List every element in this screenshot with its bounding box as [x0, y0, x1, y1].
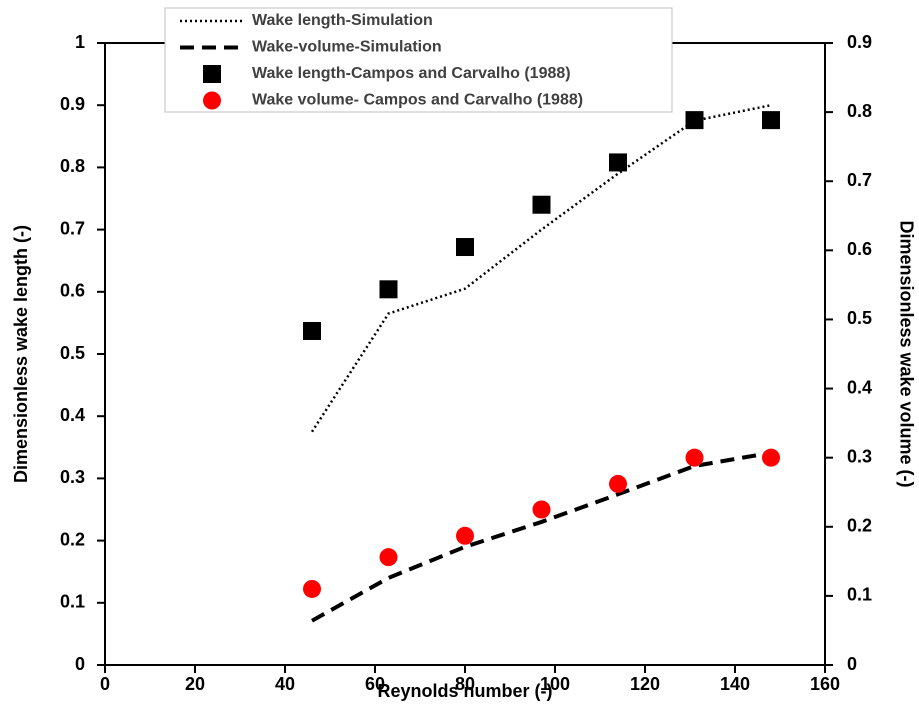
x-tick-label: 120 [630, 674, 660, 694]
y-tick-label: 0.6 [60, 281, 85, 301]
square-marker [203, 65, 221, 83]
square-marker [303, 321, 321, 340]
square-marker [379, 280, 398, 299]
y-tick-label: 0.7 [60, 218, 85, 238]
x-tick-label: 20 [185, 674, 205, 694]
y-tick-label: 0.5 [60, 343, 85, 363]
y-axis-title: Dimensionless wake length (-) [11, 225, 31, 483]
legend-label: Wake length-Campos and Carvalho (1988) [252, 65, 571, 82]
y-tick-label: 0.3 [60, 467, 85, 487]
x-tick-label: 140 [720, 674, 750, 694]
y-tick-label: 0.4 [60, 405, 85, 425]
circle-marker [762, 448, 780, 467]
y2-tick-label: 0.7 [847, 170, 872, 190]
y-tick-label: 1 [75, 32, 85, 52]
circle-marker [685, 448, 704, 467]
y-tick-label: 0.1 [60, 592, 85, 612]
circle-marker [532, 500, 551, 519]
y2-tick-label: 0.9 [847, 32, 872, 52]
circle-marker [456, 526, 474, 545]
x-tick-label: 160 [810, 674, 840, 694]
plot-frame [104, 42, 826, 666]
y2-tick-label: 0.2 [847, 516, 872, 536]
y2-axis-title: Dimensionless wake volume (-) [896, 220, 916, 487]
square-marker [685, 111, 704, 130]
x-tick-label: 60 [365, 674, 385, 694]
y2-tick-label: 0.6 [847, 239, 872, 259]
circle-marker [379, 548, 398, 567]
y2-tick-label: 0 [847, 654, 857, 674]
x-tick-label: 80 [455, 674, 475, 694]
x-axis-title: Reynolds number (-) [377, 681, 552, 701]
x-tick-label: 40 [275, 674, 295, 694]
legend-label: Wake length-Simulation [252, 12, 433, 29]
legend-label: Wake volume- Campos and Carvalho (1988) [252, 92, 583, 109]
circle-marker [303, 579, 321, 598]
y2-tick-label: 0.3 [847, 446, 872, 466]
y-tick-label: 0 [75, 654, 85, 674]
circle-marker [609, 474, 627, 493]
square-marker [609, 153, 627, 172]
x-tick-label: 100 [540, 674, 570, 694]
y2-tick-label: 0.8 [847, 101, 872, 121]
y-tick-label: 0.8 [60, 156, 85, 176]
circle-marker [203, 91, 221, 110]
y2-tick-label: 0.5 [847, 308, 872, 328]
y2-tick-label: 0.1 [847, 585, 872, 605]
y2-tick-label: 0.4 [847, 377, 872, 397]
legend-label: Wake-volume-Simulation [252, 39, 442, 56]
square-marker [456, 238, 474, 257]
x-tick-label: 0 [100, 674, 110, 694]
series-line [311, 450, 772, 623]
y-tick-label: 0.9 [60, 94, 85, 114]
y-tick-label: 0.2 [60, 529, 85, 549]
series-line [310, 103, 772, 433]
legend-box [164, 7, 673, 113]
square-marker [762, 111, 780, 130]
square-marker [532, 195, 551, 214]
